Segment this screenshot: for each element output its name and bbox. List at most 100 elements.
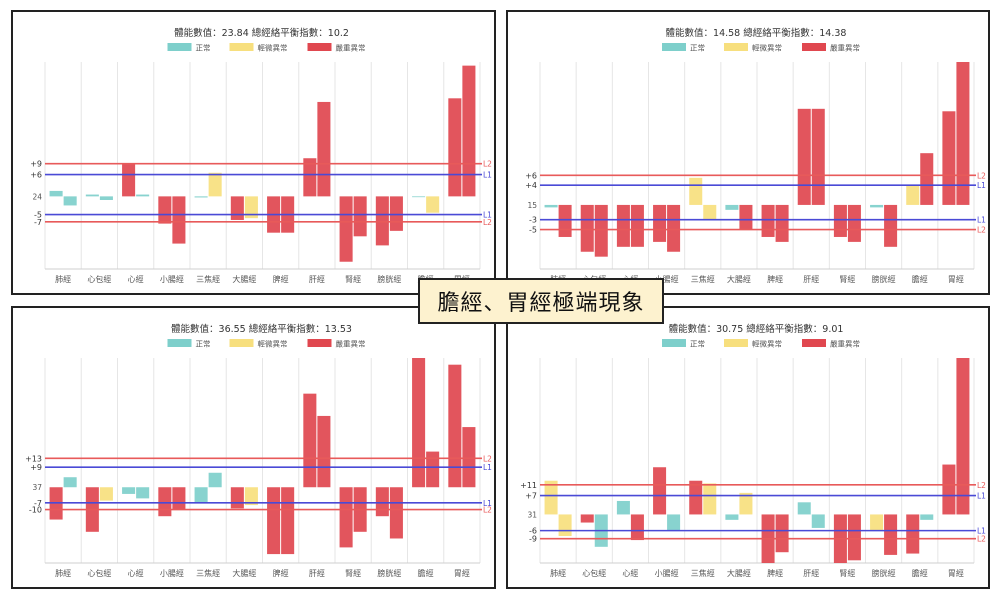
legend-label-normal: 正常: [690, 340, 705, 349]
bar: [797, 108, 811, 205]
legend-swatch-severe: [307, 339, 332, 347]
x-tick-label: 小腸經: [160, 568, 184, 578]
chart-panel-top-left: 體能數值：23.84 總經絡平衡指數：10.2 正常 輕微異常 嚴重異常 肺經 心包經 心經…: [11, 10, 496, 295]
bar: [956, 358, 970, 515]
bar: [630, 204, 644, 247]
bar: [616, 204, 630, 247]
ref-line-label: +6: [525, 171, 537, 180]
ref-line-tag: L1: [483, 463, 492, 472]
ref-line-tag: L2: [977, 226, 986, 235]
legend-label-normal: 正常: [690, 44, 705, 53]
chart-panel-bottom-left: 體能數值：36.55 總經絡平衡指數：13.53 正常 輕微異常 嚴重異常 肺經 心包經 心…: [11, 306, 496, 589]
bar: [703, 204, 717, 220]
bar: [667, 204, 681, 252]
ref-line-tag: L2: [977, 171, 986, 180]
bar: [739, 492, 753, 515]
bar: [884, 514, 898, 555]
ref-line-label: +13: [25, 454, 42, 463]
bar: [172, 487, 186, 510]
x-tick-label: 小腸經: [160, 274, 184, 284]
bar: [558, 514, 572, 537]
x-tick-label: 膀胱經: [872, 274, 896, 284]
bar: [194, 487, 208, 503]
bar: [942, 464, 956, 515]
x-tick-label: 膀胱經: [377, 274, 401, 284]
legend-label-mild: 輕微異常: [752, 339, 782, 349]
x-tick-label: 心包經: [87, 568, 111, 578]
chart-title: 體能數值：14.58 總經絡平衡指數：14.38: [666, 27, 847, 39]
ref-line-label: -7: [34, 218, 42, 227]
bar: [870, 204, 884, 208]
x-tick-label: 膀胱經: [377, 568, 401, 578]
ref-line-tag: L1: [977, 216, 986, 225]
legend-label-normal: 正常: [196, 44, 211, 53]
bar: [412, 358, 426, 488]
bar: [375, 487, 389, 517]
x-tick-label: 心經: [622, 568, 638, 578]
bar: [956, 62, 970, 205]
baseline-label: 37: [32, 483, 42, 492]
ref-line-label: +11: [520, 481, 537, 490]
ref-line-tag: L2: [977, 481, 986, 490]
bar: [63, 196, 77, 206]
bar: [630, 514, 644, 541]
ref-line-tag: L1: [977, 181, 986, 190]
x-tick-label: 肺經: [550, 568, 566, 578]
ref-line-label: -9: [529, 535, 537, 544]
x-tick-label: 肝經: [803, 568, 819, 578]
legend-label-normal: 正常: [196, 340, 211, 349]
bar: [942, 111, 956, 205]
baseline-label: 15: [527, 201, 537, 210]
legend-swatch-severe: [307, 43, 332, 51]
x-tick-label: 肝經: [309, 274, 325, 284]
banner-text: 膽經、胃經極端現象: [437, 291, 645, 316]
bar: [906, 514, 920, 554]
ref-line-label: +9: [30, 160, 42, 169]
ref-line-tag: L2: [483, 218, 492, 227]
bar: [317, 415, 331, 488]
ref-line-label: +9: [30, 463, 42, 472]
bar: [122, 487, 136, 494]
ref-line-tag: L2: [483, 160, 492, 169]
legend-label-mild: 輕微異常: [752, 43, 782, 53]
bar: [847, 204, 861, 242]
bar: [725, 204, 739, 210]
bar: [99, 487, 113, 501]
bar: [426, 451, 440, 488]
legend-swatch-mild: [724, 339, 748, 347]
bar: [63, 477, 77, 488]
x-tick-label: 肺經: [55, 274, 71, 284]
bar: [208, 172, 222, 197]
bar: [884, 204, 898, 247]
bar: [353, 196, 367, 237]
ref-line-label: +6: [30, 171, 42, 180]
x-tick-label: 肺經: [55, 568, 71, 578]
bar: [136, 194, 150, 197]
bar: [158, 196, 172, 224]
chart-svg: 體能數值：14.58 總經絡平衡指數：14.38正常輕微異常嚴重異常肺經心包經心…: [525, 27, 986, 284]
x-tick-label: 膽經: [912, 568, 928, 578]
bar: [797, 502, 811, 515]
x-tick-label: 心經: [128, 274, 144, 284]
x-tick-label: 心包經: [582, 568, 606, 578]
bar: [833, 204, 847, 237]
bar: [558, 204, 572, 237]
bar: [49, 190, 63, 197]
chart-title: 體能數值：36.55 總經絡平衡指數：13.53: [171, 323, 352, 335]
bar: [339, 487, 353, 548]
bar: [194, 196, 208, 198]
legend-swatch-normal: [167, 43, 192, 51]
x-tick-label: 大腸經: [727, 274, 751, 284]
x-tick-label: 大腸經: [727, 568, 751, 578]
bar: [653, 204, 667, 242]
x-tick-label: 三焦經: [691, 568, 715, 578]
bar: [544, 480, 558, 515]
bar: [462, 427, 476, 488]
ref-line-label: -6: [529, 527, 537, 536]
bar: [616, 500, 630, 515]
ref-line-tag: L1: [483, 499, 492, 508]
baseline-label: 24: [32, 192, 42, 201]
bar: [775, 204, 789, 242]
bar: [739, 204, 753, 230]
